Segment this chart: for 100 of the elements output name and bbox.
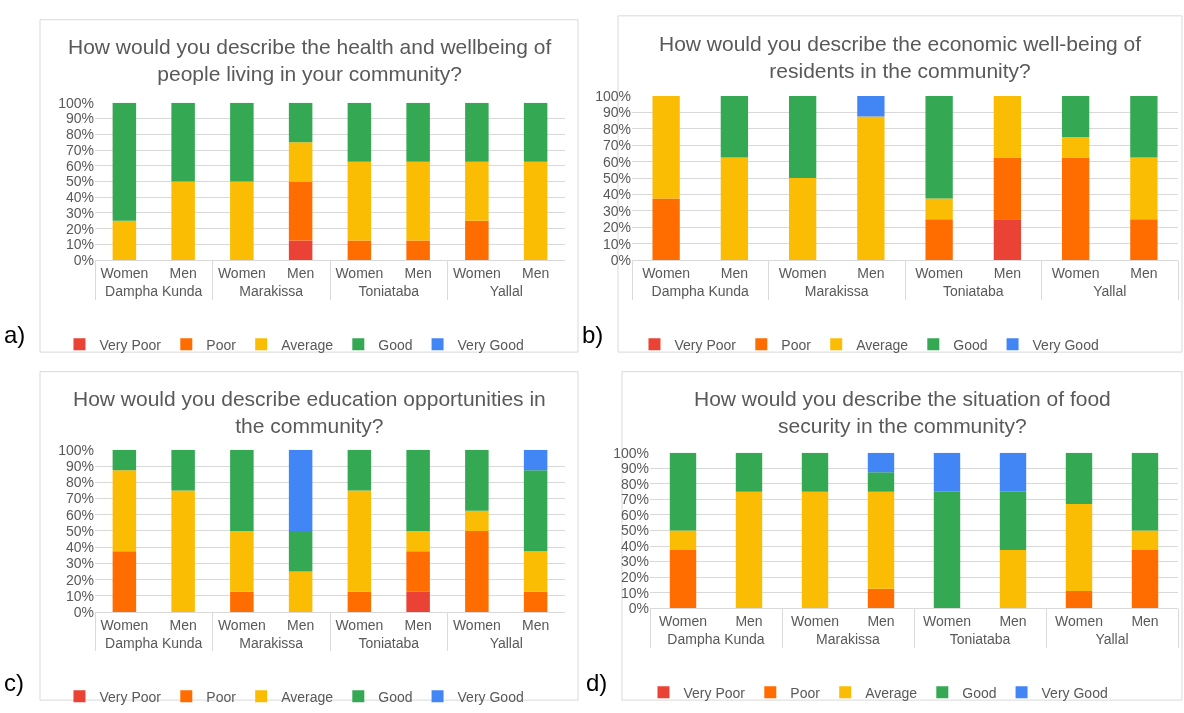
y-tick-label: 40% xyxy=(65,189,94,206)
bar xyxy=(288,102,313,143)
legend-label: Poor xyxy=(206,688,237,705)
bar xyxy=(288,142,313,182)
bar xyxy=(465,161,489,221)
bar xyxy=(406,449,430,531)
bar xyxy=(669,452,697,531)
bar xyxy=(867,472,895,492)
bar xyxy=(230,591,254,613)
x-tick-label: Men xyxy=(287,616,315,633)
bar xyxy=(112,470,137,552)
bar xyxy=(523,470,548,552)
text: Marakissa xyxy=(239,283,304,300)
legend-label: Average xyxy=(865,684,918,701)
x-tick-label: Women xyxy=(100,616,149,633)
bar xyxy=(925,198,953,220)
bar xyxy=(465,102,489,162)
x-tick-label: Women xyxy=(335,616,384,633)
bar xyxy=(788,95,817,179)
bar xyxy=(993,219,1022,261)
bar xyxy=(347,449,372,491)
x-tick-label: Men xyxy=(169,616,197,633)
y-tick-label: 20% xyxy=(65,220,94,237)
legend-label: Good xyxy=(962,684,997,701)
bar xyxy=(406,240,430,261)
bar xyxy=(230,102,254,182)
bar xyxy=(465,510,489,531)
bar xyxy=(669,549,697,609)
legend-label: Average xyxy=(856,336,909,353)
bar xyxy=(347,102,372,162)
text: Dampha Kunda xyxy=(105,634,203,651)
bar xyxy=(523,161,548,261)
bar xyxy=(867,491,895,589)
bar xyxy=(720,157,749,261)
chart-title: How would you describe the situation of food security in the community? xyxy=(694,387,1111,438)
text: Toniataba xyxy=(358,283,420,300)
bar xyxy=(523,551,548,592)
text: Yallal xyxy=(489,634,523,651)
x-tick-label: Women xyxy=(915,265,964,282)
bar xyxy=(230,449,254,531)
chart-title: How would you describe the economic well-being of residents in the community? xyxy=(659,32,1142,83)
bar xyxy=(523,591,548,613)
bar xyxy=(288,240,313,261)
y-tick-label: 30% xyxy=(620,553,649,570)
bar xyxy=(1130,157,1158,220)
text: Yallal xyxy=(1093,283,1127,300)
bar xyxy=(1131,530,1159,550)
text: Marakissa xyxy=(239,634,304,651)
bar xyxy=(465,531,489,613)
x-tick-label: Women xyxy=(1051,265,1100,282)
y-tick-label: 70% xyxy=(65,141,94,158)
y-tick-label: 40% xyxy=(65,539,94,556)
y-tick-label: 30% xyxy=(65,555,94,572)
legend-label: Very Good xyxy=(457,688,524,705)
bar xyxy=(112,449,137,471)
text: Toniataba xyxy=(949,631,1011,648)
bar xyxy=(171,449,195,491)
x-tick-label: Men xyxy=(287,265,315,282)
bar xyxy=(1131,549,1159,609)
bar xyxy=(406,531,430,552)
bar xyxy=(801,452,829,492)
bar xyxy=(288,531,313,572)
bar xyxy=(925,219,953,261)
y-tick-label: 50% xyxy=(602,170,631,186)
bar xyxy=(347,161,372,241)
bar xyxy=(1061,157,1090,261)
y-tick-label: 80% xyxy=(602,120,631,137)
bar xyxy=(230,531,254,592)
bar xyxy=(857,116,885,261)
x-tick-label: Women xyxy=(100,265,149,282)
text: Marakissa xyxy=(816,631,881,648)
x-tick-label: Men xyxy=(867,613,895,630)
x-tick-label: Women xyxy=(778,265,827,282)
x-tick-label: Men xyxy=(1131,613,1159,630)
legend-label: Very Good xyxy=(1041,684,1108,701)
bar xyxy=(652,95,680,199)
legend-label: Very Poor xyxy=(99,336,162,353)
y-tick-label: 0% xyxy=(628,600,649,617)
text: Toniataba xyxy=(942,283,1004,300)
bar xyxy=(999,452,1027,492)
text: c) xyxy=(4,669,24,696)
legend-label: Poor xyxy=(781,336,812,353)
bar xyxy=(1130,95,1158,158)
text: Dampha Kunda xyxy=(651,283,750,300)
legend-label: Very Poor xyxy=(674,336,737,353)
y-tick-label: 70% xyxy=(602,137,631,154)
x-tick-label: Men xyxy=(735,613,763,630)
y-tick-label: 10% xyxy=(65,587,94,604)
bar xyxy=(288,449,313,531)
y-tick-label: 100% xyxy=(595,87,631,104)
bar xyxy=(1065,591,1093,609)
text: Yallal xyxy=(1095,631,1129,648)
bar xyxy=(1061,95,1090,138)
bar xyxy=(1065,452,1093,505)
bar xyxy=(171,490,195,613)
bar xyxy=(465,449,489,511)
bar xyxy=(112,551,137,613)
bar xyxy=(788,178,817,261)
y-tick-label: 20% xyxy=(602,219,631,236)
bar xyxy=(993,95,1022,158)
